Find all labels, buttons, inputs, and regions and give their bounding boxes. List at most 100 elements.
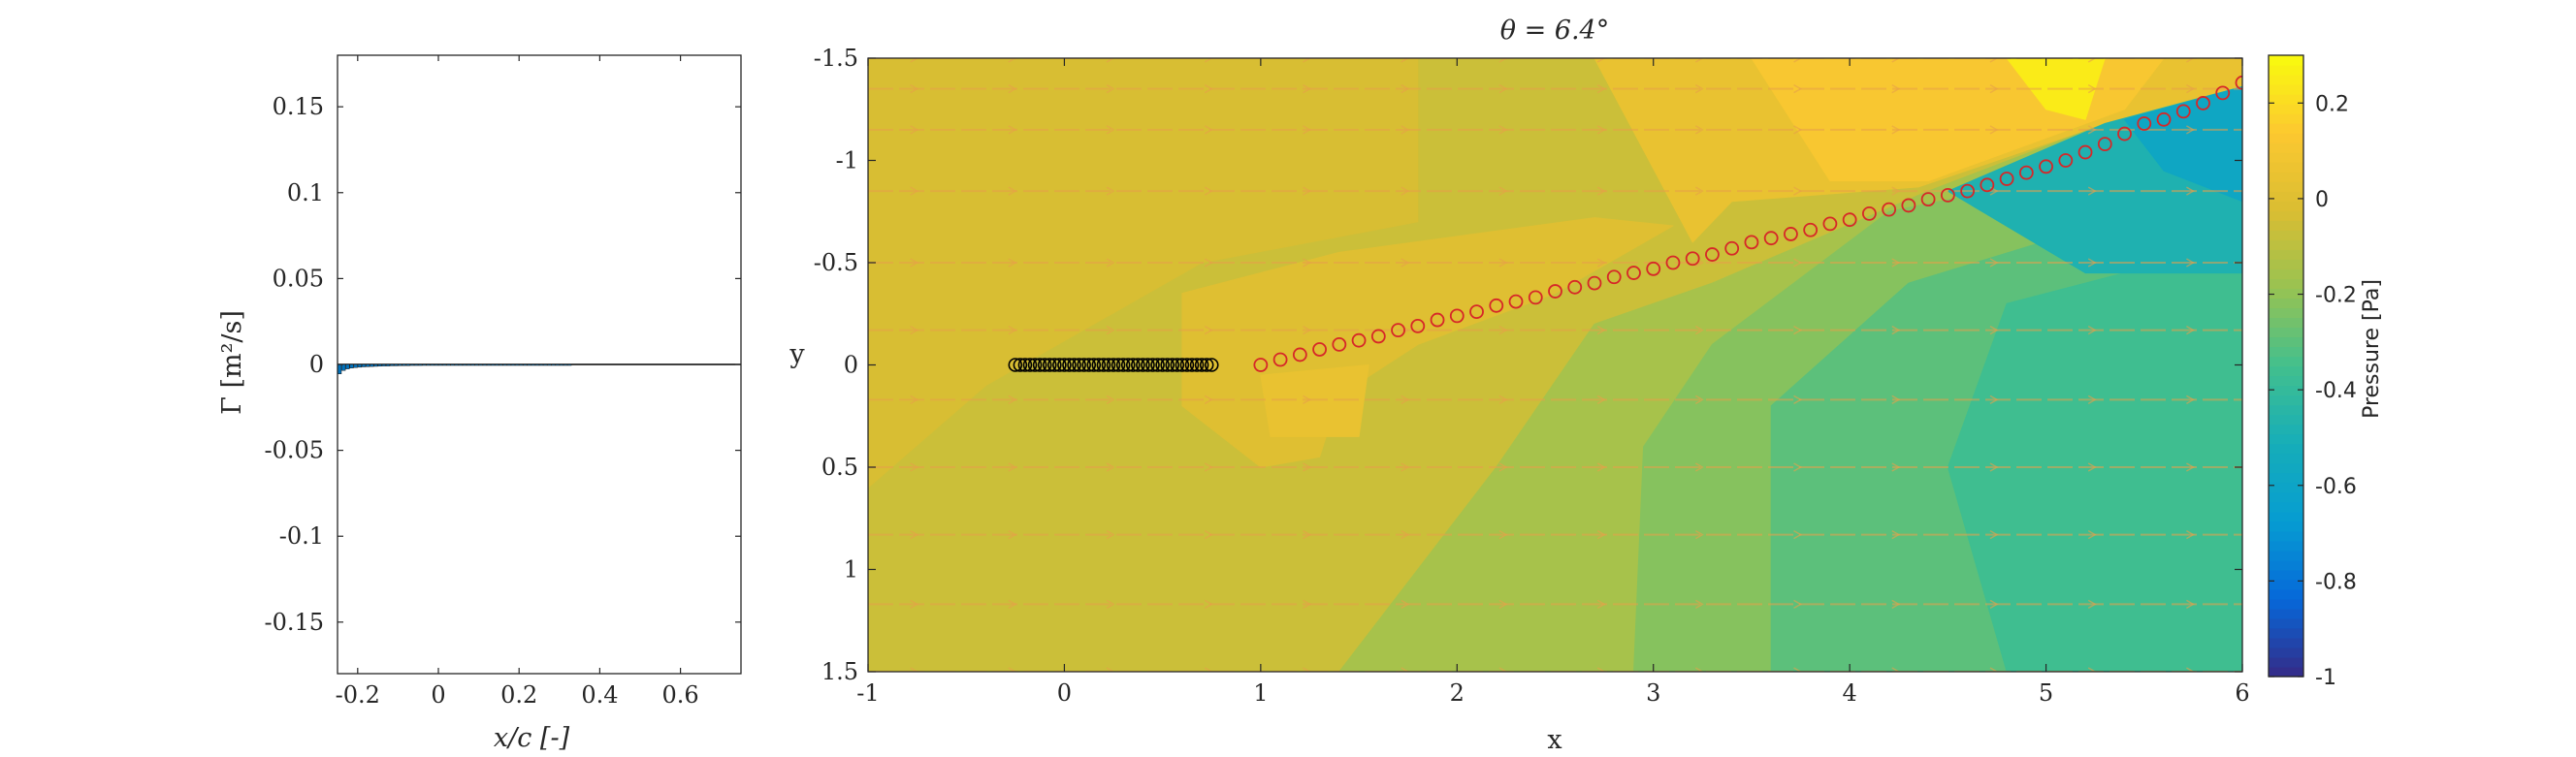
velocity-vector-head — [1891, 58, 1901, 63]
velocity-vector-head — [2186, 186, 2195, 196]
circulation-bar — [462, 363, 467, 366]
bound-vortex-marker — [1204, 358, 1219, 372]
bound-vortex-marker — [1013, 358, 1028, 372]
colorbar-segment — [2269, 617, 2303, 629]
bound-vortex-marker — [1062, 358, 1077, 372]
colorbar-segment — [2269, 268, 2303, 279]
wake-vortex-marker — [1606, 269, 1622, 285]
colorbar-segment — [2269, 356, 2303, 367]
circulation-bar — [491, 363, 496, 366]
velocity-vector-head — [1793, 599, 1803, 610]
ax2-title: θ = 6.4° — [1500, 16, 1609, 46]
colorbar-segment — [2269, 104, 2303, 114]
bound-vortex-marker — [1131, 358, 1145, 372]
ax1-ytick-label: 0.15 — [273, 93, 324, 120]
bound-vortex-marker — [1175, 358, 1190, 372]
bound-vortex-marker — [1086, 358, 1102, 372]
colorbar-segment — [2269, 336, 2303, 348]
circulation-bar — [523, 363, 528, 366]
circulation-bar — [499, 363, 503, 366]
velocity-vector-head — [1793, 529, 1803, 540]
bound-vortex-marker — [1096, 358, 1111, 372]
velocity-vector-head — [1891, 667, 1901, 672]
circulation-bar — [510, 363, 516, 366]
wake-vortex-marker — [1312, 342, 1327, 357]
circulation-bar — [398, 363, 402, 366]
velocity-vector-head — [1401, 125, 1410, 135]
bound-vortex-marker — [1184, 358, 1200, 372]
velocity-vector-head — [1989, 462, 1999, 472]
wake-vortex-marker — [1272, 352, 1288, 367]
ax1-xtick-label: 0.6 — [662, 681, 699, 709]
velocity-vector-head — [1498, 83, 1508, 94]
bound-vortex-marker — [1145, 358, 1160, 372]
velocity-vector-head — [1106, 394, 1115, 405]
bound-vortex-marker — [1057, 358, 1072, 372]
ax1-ytick-label: 0 — [309, 351, 324, 378]
ax1-ytick-label: 0.05 — [273, 265, 324, 292]
circulation-bar — [370, 363, 374, 367]
ax1-xtick-label: 0.4 — [581, 681, 618, 709]
circulation-bar — [474, 363, 479, 366]
ax1-xtick-label: 0 — [431, 681, 445, 709]
circulation-bar — [446, 363, 451, 366]
velocity-vector-head — [1596, 599, 1606, 610]
colorbar-segment — [2269, 530, 2303, 542]
velocity-vector-head — [1106, 58, 1115, 63]
wake-vortex-marker — [1410, 319, 1426, 333]
circulation-bar — [467, 363, 471, 366]
circulation-bar — [381, 363, 386, 366]
velocity-vector-head — [1498, 325, 1508, 335]
circulation-bar — [567, 363, 572, 366]
colorbar-segment — [2269, 181, 2303, 192]
colorbar-segment — [2269, 375, 2303, 387]
velocity-vector-head — [1596, 529, 1606, 540]
colorbar-segment — [2269, 627, 2303, 639]
velocity-vector-head — [1008, 83, 1017, 94]
velocity-vector-head — [1204, 667, 1213, 672]
bound-vortex-marker — [1106, 358, 1121, 372]
velocity-vector-head — [1793, 258, 1803, 268]
velocity-vector-head — [2186, 258, 2195, 268]
circulation-bar — [543, 363, 548, 366]
colorbar-segment — [2269, 443, 2303, 455]
wake-vortex-marker — [2097, 137, 2112, 152]
colorbar-segment — [2269, 142, 2303, 153]
colorbar-segment — [2269, 385, 2303, 396]
wake-vortex-marker — [2117, 126, 2132, 142]
colorbar-segment — [2269, 55, 2303, 66]
velocity-vector-head — [1989, 667, 1999, 672]
circulation-bar — [534, 363, 540, 366]
colorbar-segment — [2269, 559, 2303, 571]
velocity-vector-head — [2087, 529, 2097, 540]
velocity-vector-head — [1303, 325, 1311, 335]
bound-vortex-marker — [1052, 358, 1067, 372]
colorbar-segment — [2269, 191, 2303, 202]
wake-vortex-marker — [2137, 116, 2152, 131]
velocity-vector-head — [910, 667, 919, 672]
velocity-vector-head — [2186, 58, 2195, 63]
velocity-vector-head — [1008, 58, 1017, 63]
wake-vortex-marker — [1940, 187, 1955, 203]
bound-vortex-marker — [1032, 358, 1047, 372]
velocity-vector-head — [1303, 462, 1311, 472]
colorbar-segment — [2269, 598, 2303, 610]
velocity-vector-head — [1106, 186, 1115, 196]
pressure-field — [868, 58, 2242, 672]
bound-vortex-marker — [1155, 358, 1170, 372]
velocity-vector-head — [2087, 667, 2097, 672]
wake-vortex-marker — [1744, 235, 1759, 250]
wake-vortex-marker — [1430, 312, 1445, 328]
wake-vortex-marker — [1980, 177, 1995, 193]
circulation-bar — [385, 363, 391, 366]
colorbar-segment — [2269, 133, 2303, 143]
colorbar-segment — [2269, 220, 2303, 231]
wake-vortex-marker — [1469, 304, 1484, 320]
circulation-bar — [482, 363, 487, 366]
ax2-xtick-label: 6 — [2235, 679, 2249, 707]
colorbar-frame — [2268, 54, 2304, 678]
velocity-vector-head — [1793, 325, 1803, 335]
wake-vortex-marker — [1508, 294, 1524, 309]
wake-vortex-marker — [1685, 251, 1700, 267]
circulation-bar — [559, 363, 564, 366]
